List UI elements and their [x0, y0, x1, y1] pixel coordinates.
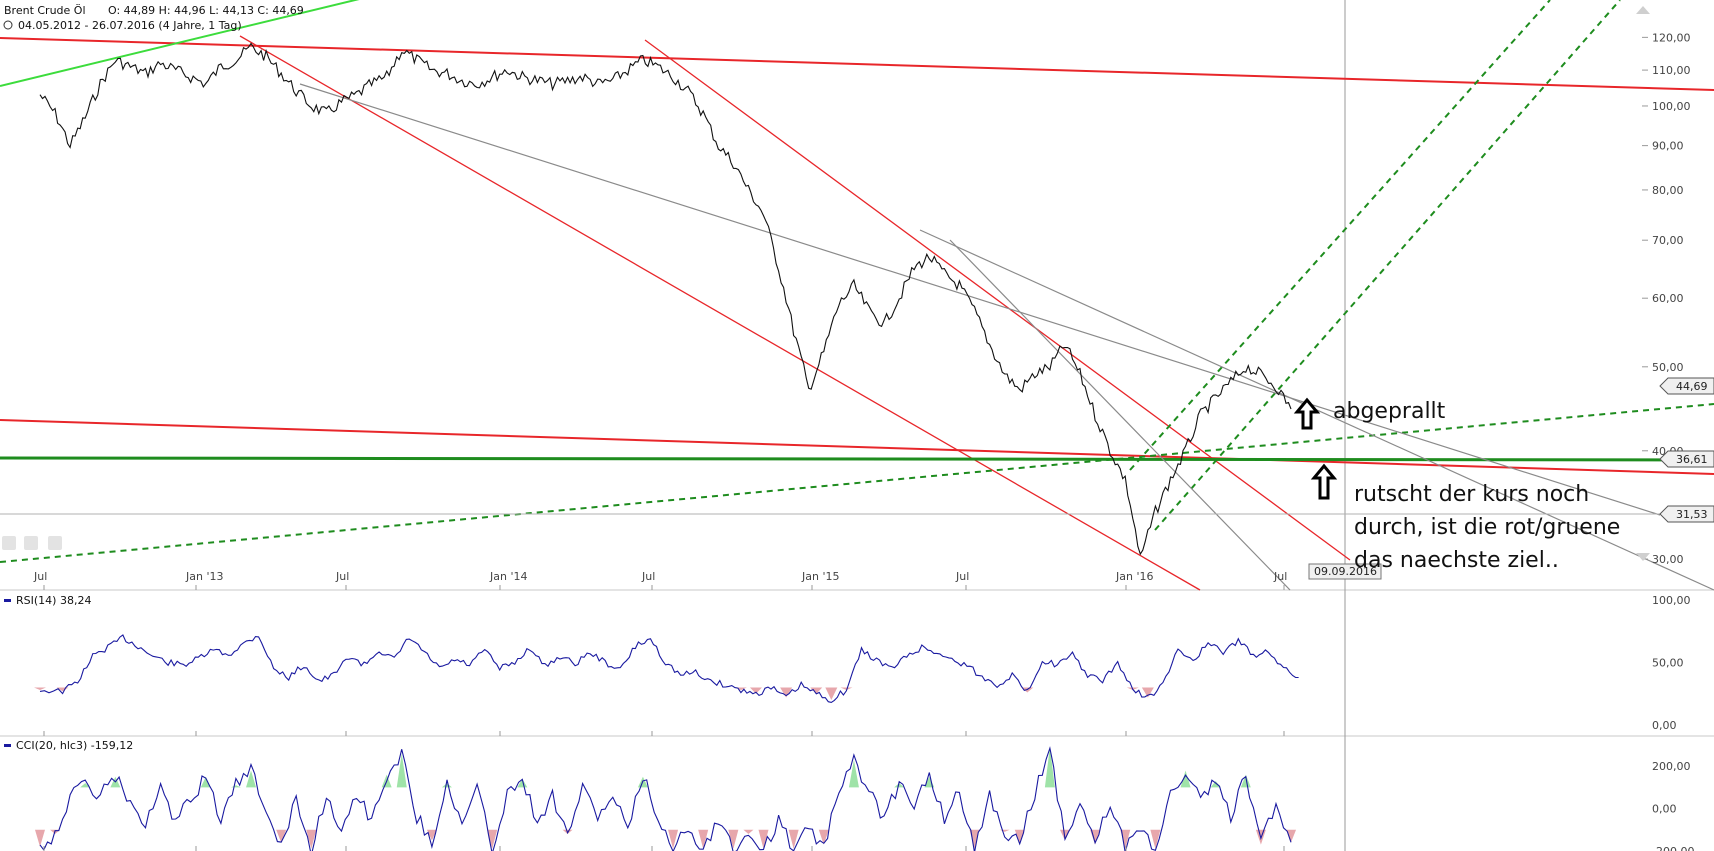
cci-tick-label: -200,00: [1652, 845, 1694, 851]
cci-tick-label: 200,00: [1652, 760, 1691, 773]
price-line: [39, 42, 1292, 556]
scroll-down-icon[interactable]: [1636, 553, 1650, 561]
price-tick-label: 50,00: [1652, 361, 1684, 374]
cci-tick-label: 0,00: [1652, 803, 1677, 816]
cci-line: [39, 746, 1292, 851]
chart-header-ohlc: O: 44,89 H: 44,96 L: 44,13 C: 44,69: [108, 4, 304, 17]
rsi-tick-label: 100,00: [1652, 594, 1691, 607]
green-uptrend-top: [0, 0, 360, 87]
x-tick-label: Jul: [33, 570, 47, 583]
x-tick-label: Jan '15: [801, 570, 839, 583]
green-support-line: [0, 456, 1714, 462]
cci-oversold-fill: [35, 829, 1297, 849]
price-tick-label: 30,00: [1652, 553, 1684, 566]
chart-header-range: 04.05.2012 - 26.07.2016 (4 Jahre, 1 Tag): [18, 19, 242, 32]
x-tick-label: Jul: [955, 570, 969, 583]
scroll-up-icon[interactable]: [1636, 6, 1650, 14]
cci-y-axis: 200,00 0,00 -200,00: [1652, 760, 1694, 851]
grey-trend-a: [299, 83, 1661, 516]
x-tick-label: Jan '13: [185, 570, 223, 583]
green-dashed-long: [0, 403, 1714, 563]
x-tick-label: Jul: [1273, 570, 1287, 583]
price-tick-label: 120,00: [1652, 31, 1691, 44]
price-tag-last: 44,69: [1659, 377, 1714, 395]
rsi-oversold-fill: [34, 687, 1154, 700]
price-tick-label: 100,00: [1652, 100, 1691, 113]
x-tick-label: Jul: [641, 570, 655, 583]
rsi-line: [39, 634, 1299, 703]
red-support-lower: [0, 419, 1714, 475]
cci-legend-swatch: [4, 744, 11, 747]
zoom-reset-button[interactable]: [24, 536, 38, 550]
chart-header-instrument: Brent Crude Öl: [4, 4, 86, 17]
annotation-abgeprallt: abgeprallt: [1333, 399, 1446, 424]
svg-text:44,69: 44,69: [1676, 380, 1708, 393]
price-tick-label: 110,00: [1652, 64, 1691, 77]
cci-title: CCI(20, hlc3) -159,12: [16, 739, 133, 752]
price-tick-label: 70,00: [1652, 234, 1684, 247]
price-tick-label: 80,00: [1652, 184, 1684, 197]
svg-text:09.09.2016: 09.09.2016: [1314, 565, 1377, 578]
price-tag-support: 36,61: [1659, 450, 1714, 468]
red-resistance-top: [0, 37, 1714, 91]
annotation-line1: rutscht der kurs noch: [1354, 482, 1589, 507]
price-tick-label: 90,00: [1652, 140, 1684, 153]
green-dashed-channel-lower: [1154, 0, 1621, 531]
grey-trend-c: [949, 239, 1291, 591]
red-channel-outer: [239, 35, 1201, 591]
svg-text:31,53: 31,53: [1676, 508, 1708, 521]
annotation-line2: durch, ist die rot/gruene: [1354, 515, 1620, 540]
up-arrow-icon: [1310, 463, 1338, 500]
price-y-axis: 120,00 110,00 100,00 90,00 80,00 70,00 60,00 50…: [1642, 31, 1691, 566]
red-channel-inner: [644, 39, 1351, 561]
rsi-title: RSI(14) 38,24: [16, 594, 91, 607]
trendlines-group: [0, 0, 1714, 591]
x-tick-label: Jul: [335, 570, 349, 583]
zoom-in-button[interactable]: [48, 536, 62, 550]
x-tick-label: Jan '14: [489, 570, 527, 583]
rsi-legend-swatch: [4, 599, 11, 602]
x-tick-label: Jan '16: [1115, 570, 1153, 583]
rsi-y-axis: 100,00 50,00 0,00: [1652, 594, 1691, 732]
cursor-date-tag: 09.09.2016: [1308, 563, 1382, 580]
price-tag-lower: 31,53: [1659, 505, 1714, 523]
annotation-line3: das naechste ziel..: [1354, 548, 1559, 573]
up-arrow-icon: [1293, 397, 1321, 430]
svg-text:36,61: 36,61: [1676, 453, 1708, 466]
price-tick-label: 60,00: [1652, 292, 1684, 305]
clock-icon: [3, 20, 13, 30]
x-axis: Jul Jan '13 Jul Jan '14 Jul Jan '15 Jul Jan '16…: [33, 570, 1287, 851]
rsi-tick-label: 0,00: [1652, 719, 1677, 732]
zoom-out-button[interactable]: [2, 536, 16, 550]
rsi-tick-label: 50,00: [1652, 657, 1684, 670]
